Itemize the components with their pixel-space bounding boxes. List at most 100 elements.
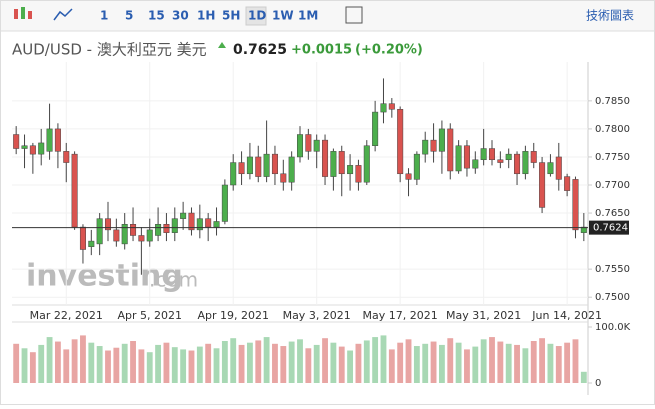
volume-bar xyxy=(464,349,470,383)
volume-bar xyxy=(355,343,362,383)
candle-body xyxy=(29,145,36,155)
volume-bar xyxy=(472,346,479,383)
candle-body xyxy=(422,139,429,155)
x-tick-label: Apr 19, 2021 xyxy=(197,309,269,322)
volume-tick-label: 100.0K xyxy=(595,322,631,333)
current-price-label: 0.7624 xyxy=(593,223,628,234)
interval-button[interactable]: 15 xyxy=(148,9,165,23)
volume-bar xyxy=(96,346,103,383)
volume-bar xyxy=(338,346,345,383)
volume-bar xyxy=(80,335,86,383)
interval-button[interactable]: 1M xyxy=(298,9,318,23)
candle-body xyxy=(96,218,103,245)
volume-bar xyxy=(564,342,571,383)
line-icon[interactable] xyxy=(53,8,73,21)
volume-bar xyxy=(547,343,554,383)
y-tick-label: 0.7800 xyxy=(595,124,630,135)
candle-body xyxy=(271,153,278,175)
candle-body xyxy=(564,176,571,191)
x-tick-label: May 31, 2021 xyxy=(446,309,521,322)
candle-body xyxy=(171,218,178,233)
volume-bar xyxy=(255,340,262,383)
candle-body xyxy=(572,179,579,231)
volume-bar xyxy=(305,348,312,383)
y-tick-label: 0.7850 xyxy=(595,96,630,107)
volume-bar xyxy=(180,349,187,383)
volume-bar xyxy=(372,337,379,383)
candle-body xyxy=(38,142,45,155)
volume-bar xyxy=(397,342,404,383)
candle-body xyxy=(263,153,270,177)
volume-bar xyxy=(63,349,70,383)
volume-bar xyxy=(113,347,120,383)
candle-body xyxy=(322,139,329,177)
volume-bar xyxy=(246,342,253,383)
volume-bar xyxy=(263,337,270,383)
volume-bar xyxy=(238,344,245,383)
candle-body xyxy=(480,148,487,161)
candle-body xyxy=(155,224,162,236)
interval-button[interactable]: 5H xyxy=(222,9,240,23)
candle-body xyxy=(497,159,504,163)
volume-bar xyxy=(514,344,520,383)
volume-bar xyxy=(221,341,228,383)
volume-bar xyxy=(438,344,445,383)
candle-body xyxy=(213,221,220,228)
candle-body xyxy=(13,134,20,149)
candle-body xyxy=(163,224,170,233)
candle-body xyxy=(21,145,28,149)
candle-body xyxy=(539,162,546,208)
candle-body xyxy=(555,156,562,180)
candle-body xyxy=(347,165,354,175)
volume-bar xyxy=(71,339,78,383)
candle-body xyxy=(514,153,521,175)
technical-link[interactable]: 技術圖表 xyxy=(586,9,634,23)
up-arrow xyxy=(218,42,226,48)
volume-bar xyxy=(322,338,328,383)
interval-button[interactable]: 5 xyxy=(125,9,133,23)
volume-bar xyxy=(455,342,462,383)
candle-body xyxy=(338,151,345,175)
candle-body xyxy=(530,151,537,163)
volume-bar xyxy=(555,346,562,383)
interval-button[interactable]: 1D xyxy=(248,9,266,23)
candle-body xyxy=(547,162,554,175)
volume-bar xyxy=(88,342,95,383)
candle-body xyxy=(438,128,445,152)
volume-tick-label: 0 xyxy=(595,378,601,389)
candle-body xyxy=(388,103,395,110)
volume-bar xyxy=(105,350,111,383)
interval-button[interactable]: 1W xyxy=(272,9,294,23)
candle-body xyxy=(130,224,137,236)
volume-bar xyxy=(422,343,429,383)
interval-button[interactable]: 1 xyxy=(100,9,108,23)
volume-bar xyxy=(280,346,287,383)
x-tick-label: Mar 22, 2021 xyxy=(30,309,103,322)
candle-body xyxy=(255,156,262,177)
volume-bar xyxy=(580,371,587,383)
interval-button[interactable]: 30 xyxy=(172,9,189,23)
candle-body xyxy=(430,139,437,152)
candle-body xyxy=(305,134,312,152)
volume-bar xyxy=(38,344,45,383)
candle-body xyxy=(288,156,295,183)
volume-bar xyxy=(29,352,36,383)
candle-body xyxy=(205,218,212,228)
candle-body xyxy=(113,229,120,242)
change: +0.0015 xyxy=(291,43,352,58)
volume-bar xyxy=(163,342,170,383)
candle-body xyxy=(280,173,287,183)
x-tick-label: May 17, 2021 xyxy=(363,309,438,322)
volume-bar xyxy=(313,344,320,383)
candle-body xyxy=(46,128,53,152)
y-tick-label: 0.7550 xyxy=(595,264,630,275)
candle-body xyxy=(405,173,412,180)
settings-icon[interactable] xyxy=(345,6,363,24)
candle-icon[interactable] xyxy=(14,7,32,19)
candle-body xyxy=(455,145,462,172)
interval-button[interactable]: 1H xyxy=(197,9,215,23)
candle-body xyxy=(104,218,112,231)
volume-bar xyxy=(388,349,395,383)
candle-body xyxy=(188,212,195,231)
